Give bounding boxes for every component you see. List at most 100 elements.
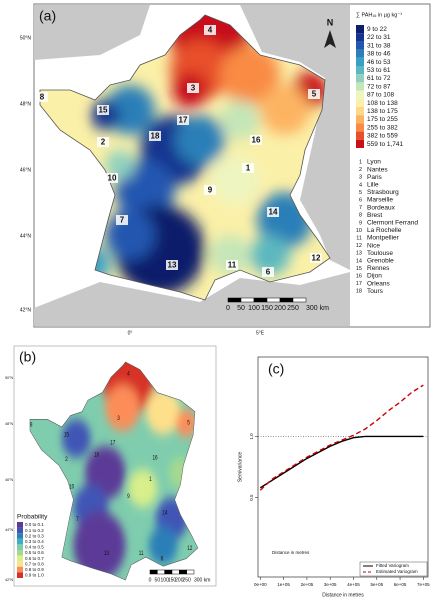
city-list-number: 2 xyxy=(359,167,362,173)
city-number: 12 xyxy=(312,254,321,263)
scale-label: 300 km xyxy=(194,577,210,583)
city-list-number: 14 xyxy=(356,258,362,264)
surface-patch xyxy=(250,235,290,275)
surface-patch xyxy=(210,235,250,275)
legend-label: 22 to 31 xyxy=(367,34,391,41)
scale-segment xyxy=(186,569,195,575)
city-list-name: Orleans xyxy=(367,280,391,287)
scale-segment xyxy=(240,297,255,303)
city-number: 3 xyxy=(117,415,120,422)
lat-label: 42°N xyxy=(5,578,13,582)
legend-label: 61 to 72 xyxy=(367,75,391,82)
city-number: 16 xyxy=(252,136,261,145)
city-list-number: 6 xyxy=(359,197,362,203)
surface-patch xyxy=(175,409,197,437)
scale-label: 50 xyxy=(237,305,245,312)
city-marker-bg xyxy=(267,207,279,217)
lat-label: 46°N xyxy=(20,167,32,173)
legend-label: 31 to 38 xyxy=(367,42,391,49)
x-tick-label: 3e+05 xyxy=(324,582,337,587)
legend-swatch xyxy=(356,49,364,58)
city-list-name: Nantes xyxy=(367,166,388,173)
legend-swatch xyxy=(17,527,23,534)
city-list-number: 9 xyxy=(359,220,362,226)
city-number: 13 xyxy=(168,261,177,270)
city-list-name: Clermont Ferrand xyxy=(367,220,418,227)
scale-segment xyxy=(149,569,158,575)
legend-label: 72 to 87 xyxy=(367,83,391,90)
legend-label: Fitted Variogram xyxy=(376,563,409,568)
city-list-name: Marseille xyxy=(367,197,393,204)
legend-swatch xyxy=(17,555,23,562)
legend-label: 87 to 108 xyxy=(367,92,394,99)
country-outline xyxy=(29,361,199,581)
lat-label: 46°N xyxy=(5,478,13,482)
legend-label: 0.4 to 0.5 xyxy=(25,545,44,550)
lat-label: 42°N xyxy=(20,307,32,313)
lon-label: 5°E xyxy=(256,330,265,336)
city-number: 14 xyxy=(269,208,278,217)
legend-swatch xyxy=(17,538,23,545)
surface-patch xyxy=(148,526,178,565)
legend-swatch xyxy=(17,561,23,567)
city-list-number: 18 xyxy=(356,289,362,295)
legend-label: 53 to 61 xyxy=(367,67,391,74)
land-neighbour xyxy=(34,5,150,60)
legend-label: 559 to 1,741 xyxy=(367,141,404,148)
land-neighbour xyxy=(240,5,350,270)
city-number: 17 xyxy=(110,440,115,447)
scale-label: 200 xyxy=(274,305,286,312)
scale-segment xyxy=(164,569,173,575)
city-number: 9 xyxy=(127,493,130,500)
scale-label: 200 xyxy=(175,577,184,583)
scale-segment xyxy=(253,297,268,303)
legend-label: 0.6 to 0.7 xyxy=(25,556,44,561)
surface-patch xyxy=(105,150,135,180)
city-list-number: 3 xyxy=(359,175,362,181)
surface-patch xyxy=(260,85,310,135)
city-number: 13 xyxy=(104,551,109,558)
panel-b-frame xyxy=(13,345,217,587)
city-number: 8 xyxy=(40,93,45,102)
land-neighbour xyxy=(34,272,350,326)
series-line xyxy=(259,384,424,491)
legend-swatch xyxy=(17,522,23,528)
legend-label: 138 to 175 xyxy=(367,108,398,115)
legend-swatch xyxy=(356,131,364,140)
city-number: 18 xyxy=(151,132,160,141)
legend-title: Probability xyxy=(17,514,48,521)
city-number: 1 xyxy=(149,477,152,484)
surface-patch xyxy=(210,155,260,205)
legend-swatch xyxy=(356,41,364,50)
y-tick-label: 1.0 xyxy=(249,433,254,440)
city-list-number: 8 xyxy=(359,213,362,219)
city-number: 7 xyxy=(76,516,79,523)
city-list-name: Lyon xyxy=(367,159,381,166)
legend-label: 175 to 255 xyxy=(367,116,398,123)
city-marker-bg xyxy=(262,267,274,277)
city-marker-bg xyxy=(204,25,216,35)
city-marker-bg xyxy=(226,260,238,270)
panel-label: (a) xyxy=(39,8,56,24)
legend-swatch xyxy=(356,66,364,75)
city-number: 10 xyxy=(108,174,117,183)
scale-label: 250 xyxy=(287,305,299,312)
scale-label: 50 xyxy=(155,577,161,583)
city-marker-bg xyxy=(310,253,322,263)
north-label: N xyxy=(327,17,334,27)
city-list-name: Montpellier xyxy=(367,235,400,242)
city-number: 11 xyxy=(139,551,144,558)
surface xyxy=(40,15,330,300)
city-marker-bg xyxy=(187,83,199,93)
city-number: 7 xyxy=(120,216,125,225)
legend-label: 9 to 22 xyxy=(367,26,387,33)
x-tick-label: 7e+05 xyxy=(417,582,430,587)
city-number: 9 xyxy=(208,186,213,195)
legend-swatch xyxy=(17,550,23,556)
scale-segment xyxy=(227,297,242,303)
city-number: 5 xyxy=(187,420,190,427)
city-list-name: La Rochelle xyxy=(367,227,402,234)
